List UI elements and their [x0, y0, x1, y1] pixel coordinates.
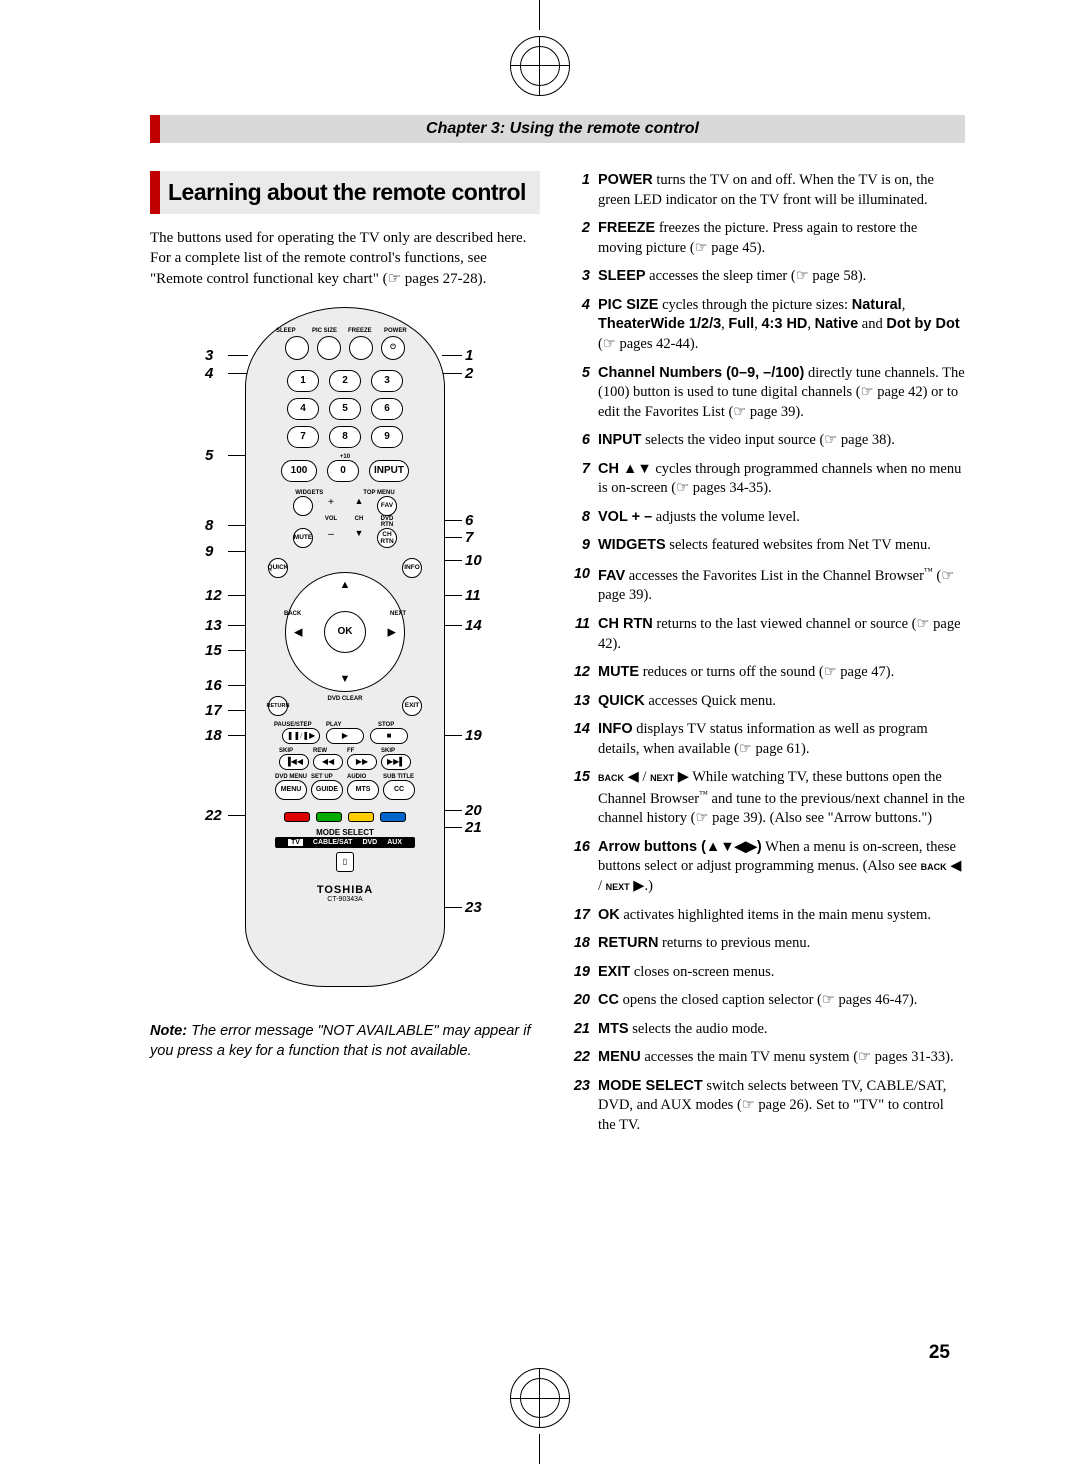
num-8-button[interactable]: 8: [329, 426, 361, 448]
rew-button[interactable]: ◀◀: [313, 754, 343, 770]
callout-9: 9: [205, 543, 213, 560]
nav-ring[interactable]: ▲ ▼ ◀ ▶ BACK NEXT OK: [285, 572, 405, 692]
desc-item-10: 10FAV accesses the Favorites List in the…: [568, 565, 965, 606]
input-button[interactable]: INPUT: [369, 460, 409, 482]
return-button[interactable]: RETURN: [268, 696, 288, 716]
num-6-button[interactable]: 6: [371, 398, 403, 420]
callout-10: 10: [465, 552, 482, 569]
callout-7: 7: [465, 529, 473, 546]
blue-button[interactable]: [380, 812, 406, 822]
pause-button[interactable]: ❚❚/❚▶: [282, 728, 320, 744]
callout-19: 19: [465, 727, 482, 744]
intro-paragraph: The buttons used for operating the TV on…: [150, 228, 540, 289]
info-button[interactable]: INFO: [402, 558, 422, 578]
num-7-button[interactable]: 7: [287, 426, 319, 448]
desc-item-1: 1POWER turns the TV on and off. When the…: [568, 171, 965, 210]
callout-15: 15: [205, 642, 222, 659]
mode-select-switch[interactable]: TV CABLE/SAT DVD AUX: [275, 837, 415, 848]
desc-item-18: 18RETURN returns to previous menu.: [568, 934, 965, 954]
quick-button[interactable]: QUICK: [268, 558, 288, 578]
page-number: 25: [929, 1342, 950, 1364]
callout-14: 14: [465, 617, 482, 634]
desc-item-19: 19EXIT closes on-screen menus.: [568, 963, 965, 983]
desc-item-11: 11CH RTN returns to the last viewed chan…: [568, 615, 965, 654]
num-4-button[interactable]: 4: [287, 398, 319, 420]
desc-item-5: 5Channel Numbers (0–9, –/100) directly t…: [568, 364, 965, 423]
desc-item-3: 3SLEEP accesses the sleep timer (☞ page …: [568, 267, 965, 287]
cc-button[interactable]: CC: [383, 780, 415, 800]
desc-item-8: 8VOL + – adjusts the volume level.: [568, 508, 965, 528]
callout-13: 13: [205, 617, 222, 634]
callout-11: 11: [465, 587, 481, 604]
num-9-button[interactable]: 9: [371, 426, 403, 448]
picsize-button[interactable]: [317, 336, 341, 360]
desc-item-22: 22MENU accesses the main TV menu system …: [568, 1048, 965, 1068]
callout-2: 2: [465, 365, 473, 382]
desc-item-4: 4PIC SIZE cycles through the picture siz…: [568, 296, 965, 355]
desc-item-9: 9WIDGETS selects featured websites from …: [568, 536, 965, 556]
brand-label: TOSHIBA: [246, 884, 444, 896]
dash100-button[interactable]: 100: [281, 460, 317, 482]
callout-18: 18: [205, 727, 222, 744]
chapter-heading: Chapter 3: Using the remote control: [150, 115, 965, 143]
mts-button[interactable]: MTS: [347, 780, 379, 800]
play-button[interactable]: ▶: [326, 728, 364, 744]
red-button[interactable]: [284, 812, 310, 822]
menu-button[interactable]: MENU: [275, 780, 307, 800]
note-text: Note: The error message "NOT AVAILABLE" …: [150, 1021, 540, 1062]
num-2-button[interactable]: 2: [329, 370, 361, 392]
section-title: Learning about the remote control: [150, 171, 540, 214]
desc-item-21: 21MTS selects the audio mode.: [568, 1020, 965, 1040]
fav-button[interactable]: FAV: [377, 496, 397, 516]
sleep-button[interactable]: [285, 336, 309, 360]
ff-button[interactable]: ▶▶: [347, 754, 377, 770]
callout-21: 21: [465, 819, 482, 836]
callout-16: 16: [205, 677, 222, 694]
callout-20: 20: [465, 802, 482, 819]
desc-item-7: 7CH ▲▼ cycles through programmed channel…: [568, 460, 965, 499]
desc-item-15: 15BACK ◀ / NEXT ▶ While watching TV, the…: [568, 768, 965, 829]
callout-17: 17: [205, 702, 222, 719]
desc-item-20: 20CC opens the closed caption selector (…: [568, 991, 965, 1011]
callout-5: 5: [205, 447, 213, 464]
desc-item-17: 17OK activates highlighted items in the …: [568, 906, 965, 926]
model-label: CT-90343A: [246, 896, 444, 903]
callout-6: 6: [465, 512, 473, 529]
desc-item-13: 13QUICK accesses Quick menu.: [568, 692, 965, 712]
desc-item-6: 6INPUT selects the video input source (☞…: [568, 431, 965, 451]
callout-23: 23: [465, 899, 482, 916]
guide-button[interactable]: GUIDE: [311, 780, 343, 800]
callout-4: 4: [205, 365, 213, 382]
skip-fwd-button[interactable]: ▶▶▌: [381, 754, 411, 770]
desc-item-12: 12MUTE reduces or turns off the sound (☞…: [568, 663, 965, 683]
mute-button[interactable]: MUTE: [293, 528, 313, 548]
callout-1: 1: [465, 347, 473, 364]
desc-item-16: 16Arrow buttons (▲▼◀▶) When a menu is on…: [568, 838, 965, 897]
freeze-button[interactable]: [349, 336, 373, 360]
yellow-button[interactable]: [348, 812, 374, 822]
skip-back-button[interactable]: ▐◀◀: [279, 754, 309, 770]
num-1-button[interactable]: 1: [287, 370, 319, 392]
desc-item-2: 2FREEZE freezes the picture. Press again…: [568, 219, 965, 258]
callout-8: 8: [205, 517, 213, 534]
exit-button[interactable]: EXIT: [402, 696, 422, 716]
chrtn-button[interactable]: CH RTN: [377, 528, 397, 548]
button-description-list: 1POWER turns the TV on and off. When the…: [568, 171, 965, 1136]
num-3-button[interactable]: 3: [371, 370, 403, 392]
desc-item-14: 14INFO displays TV status information as…: [568, 720, 965, 759]
stop-button[interactable]: ■: [370, 728, 408, 744]
callout-12: 12: [205, 587, 222, 604]
num-5-button[interactable]: 5: [329, 398, 361, 420]
green-button[interactable]: [316, 812, 342, 822]
ok-button[interactable]: OK: [324, 611, 366, 653]
callout-3: 3: [205, 347, 213, 364]
num-0-button[interactable]: 0: [327, 460, 359, 482]
remote-diagram: 3458912131516171822126710111419202123 SL…: [150, 307, 540, 1007]
power-button[interactable]: ⏻: [381, 336, 405, 360]
callout-22: 22: [205, 807, 222, 824]
widgets-button[interactable]: [293, 496, 313, 516]
desc-item-23: 23MODE SELECT switch selects between TV,…: [568, 1077, 965, 1136]
